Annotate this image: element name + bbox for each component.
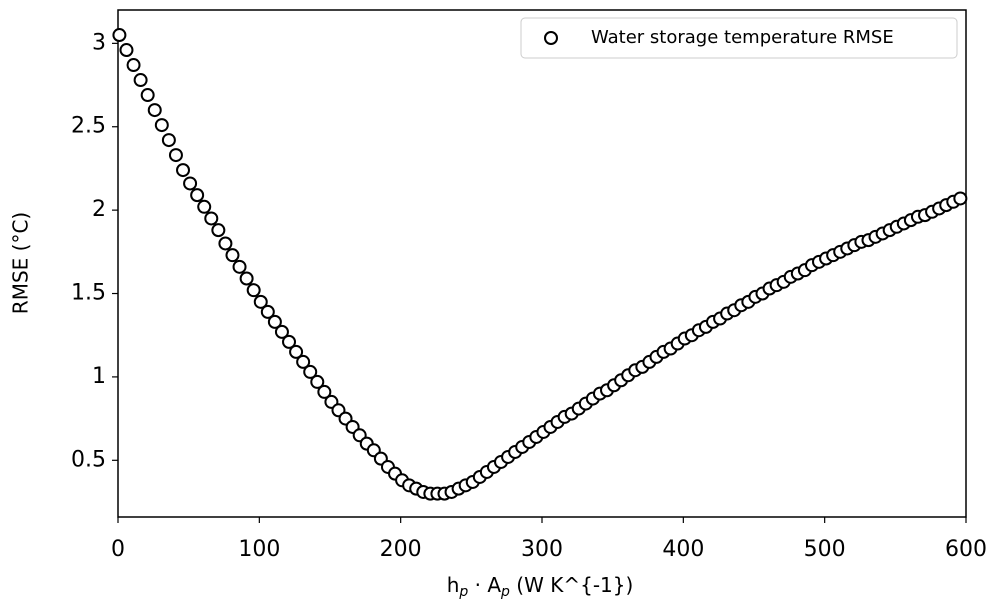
data-point — [303, 364, 318, 379]
y-tick-label: 3 — [92, 30, 106, 55]
data-point — [197, 199, 212, 214]
x-tick-label: 200 — [380, 537, 422, 562]
y-tick-label: 0.5 — [71, 447, 106, 472]
data-point — [267, 314, 282, 329]
data-point — [147, 103, 162, 118]
x-tick-label: 100 — [238, 537, 280, 562]
data-point — [161, 133, 176, 148]
data-point — [133, 73, 148, 88]
data-point — [274, 324, 289, 339]
x-tick-label: 500 — [804, 537, 846, 562]
data-point — [211, 223, 226, 238]
data-point — [317, 384, 332, 399]
data-point — [154, 118, 169, 133]
x-tick-label: 300 — [521, 537, 563, 562]
data-point — [112, 28, 127, 43]
legend-label: Water storage temperature RMSE — [591, 27, 894, 48]
data-point — [140, 88, 155, 103]
legend-box — [520, 17, 958, 59]
y-tick-label: 1.5 — [71, 281, 106, 306]
x-tick-label: 0 — [111, 537, 125, 562]
data-point — [190, 188, 205, 203]
data-point — [289, 344, 304, 359]
data-point — [119, 43, 134, 58]
data-point — [953, 191, 968, 206]
data-point — [168, 148, 183, 163]
y-tick-label: 2.5 — [71, 114, 106, 139]
data-point — [253, 294, 268, 309]
data-point — [126, 58, 141, 73]
y-axis-label: RMSE (°C) — [9, 212, 33, 314]
x-tick-label: 400 — [662, 537, 704, 562]
data-point — [282, 334, 297, 349]
data-point — [239, 271, 254, 286]
data-point — [218, 236, 233, 251]
data-point — [260, 304, 275, 319]
x-tick-label: 600 — [945, 537, 987, 562]
data-point — [183, 176, 198, 191]
y-tick-label: 2 — [92, 197, 106, 222]
data-point — [296, 354, 311, 369]
x-axis-label: hp · Ap (W K^{-1}) — [447, 573, 634, 601]
data-point — [225, 248, 240, 263]
data-point — [232, 259, 247, 274]
data-point — [246, 283, 261, 298]
data-point — [204, 211, 219, 226]
legend-marker — [544, 31, 558, 45]
data-point — [176, 163, 191, 178]
data-point — [310, 374, 325, 389]
y-tick-label: 1 — [92, 364, 106, 389]
